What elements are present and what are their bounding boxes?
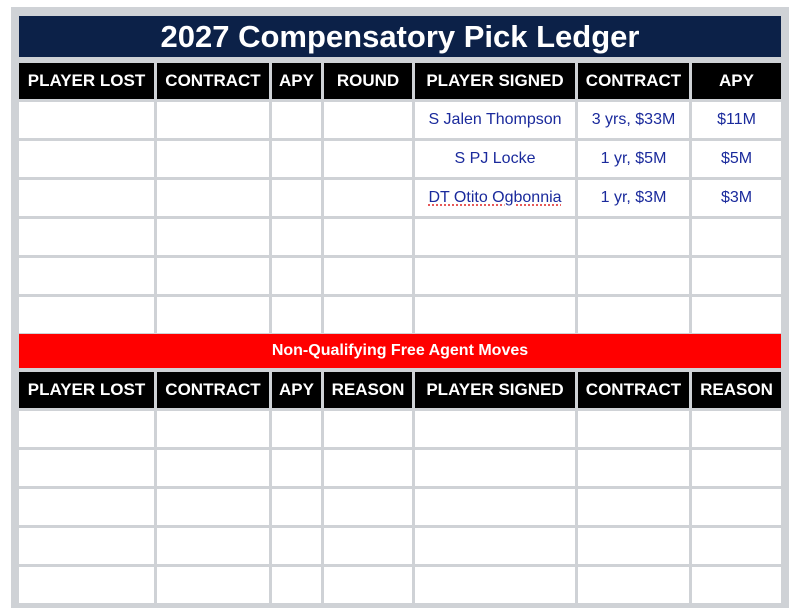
table-cell[interactable]: [19, 102, 154, 138]
table-cell[interactable]: [19, 450, 154, 486]
table-cell[interactable]: [157, 528, 269, 564]
table-cell[interactable]: [272, 258, 321, 294]
non-qualifying-table: PLAYER LOST CONTRACT APY REASON PLAYER S…: [19, 372, 781, 603]
page-title: 2027 Compensatory Pick Ledger: [19, 16, 781, 57]
table-cell[interactable]: [19, 258, 154, 294]
col-header-player-lost: PLAYER LOST: [19, 63, 154, 99]
table-cell[interactable]: [272, 450, 321, 486]
col-header-player-signed: PLAYER SIGNED: [415, 372, 575, 408]
table-cell[interactable]: [19, 219, 154, 255]
table-cell[interactable]: [157, 180, 269, 216]
table-cell[interactable]: [415, 411, 575, 447]
contract-cell[interactable]: 3 yrs, $33M: [578, 102, 689, 138]
table-cell[interactable]: [324, 219, 412, 255]
table-cell[interactable]: [324, 180, 412, 216]
col-header-player-lost: PLAYER LOST: [19, 372, 154, 408]
col-header-apy: APY: [272, 63, 321, 99]
col-header-reason: REASON: [324, 372, 412, 408]
table-cell[interactable]: [272, 102, 321, 138]
table-cell[interactable]: [578, 411, 689, 447]
contract-cell[interactable]: 1 yr, $5M: [578, 141, 689, 177]
col-header-contract: CONTRACT: [157, 63, 269, 99]
table-cell[interactable]: [578, 450, 689, 486]
contract-cell[interactable]: 1 yr, $3M: [578, 180, 689, 216]
table-cell[interactable]: [19, 180, 154, 216]
table-cell[interactable]: [415, 567, 575, 603]
col-header-contract-signed: CONTRACT: [578, 372, 689, 408]
col-header-reason-signed: REASON: [692, 372, 781, 408]
table-cell[interactable]: [324, 528, 412, 564]
player-signed-cell[interactable]: S PJ Locke: [415, 141, 575, 177]
table-cell[interactable]: [19, 141, 154, 177]
table-cell[interactable]: [415, 528, 575, 564]
table-cell[interactable]: [692, 258, 781, 294]
table-cell[interactable]: [324, 411, 412, 447]
table-cell[interactable]: [692, 219, 781, 255]
spellcheck-text: DT Otito Ogbonnia: [428, 189, 562, 206]
table-cell[interactable]: [692, 450, 781, 486]
apy-cell[interactable]: $5M: [692, 141, 781, 177]
table-cell[interactable]: [324, 489, 412, 525]
table-cell[interactable]: [578, 219, 689, 255]
table-cell[interactable]: [272, 297, 321, 333]
table-cell[interactable]: [415, 489, 575, 525]
table-cell[interactable]: [19, 411, 154, 447]
apy-cell[interactable]: $3M: [692, 180, 781, 216]
table-cell[interactable]: [578, 258, 689, 294]
ledger-frame: 2027 Compensatory Pick Ledger PLAYER LOS…: [11, 7, 789, 608]
table-cell[interactable]: [19, 489, 154, 525]
apy-cell[interactable]: $11M: [692, 102, 781, 138]
table-cell[interactable]: [272, 567, 321, 603]
col-header-contract: CONTRACT: [157, 372, 269, 408]
table-cell[interactable]: [19, 297, 154, 333]
table-cell[interactable]: [692, 297, 781, 333]
table-cell[interactable]: [157, 102, 269, 138]
table-cell[interactable]: [157, 297, 269, 333]
table-cell[interactable]: [415, 219, 575, 255]
table-cell[interactable]: [578, 489, 689, 525]
table-cell[interactable]: [324, 450, 412, 486]
qualifying-table: PLAYER LOST CONTRACT APY ROUND PLAYER SI…: [19, 63, 781, 333]
table-cell[interactable]: [272, 489, 321, 525]
player-signed-cell[interactable]: S Jalen Thompson: [415, 102, 575, 138]
table-cell[interactable]: [19, 528, 154, 564]
col-header-apy-signed: APY: [692, 63, 781, 99]
table-cell[interactable]: [324, 567, 412, 603]
table-cell[interactable]: [578, 528, 689, 564]
table-cell[interactable]: [415, 450, 575, 486]
table-cell[interactable]: [324, 102, 412, 138]
table-cell[interactable]: [272, 219, 321, 255]
table-cell[interactable]: [324, 297, 412, 333]
table-cell[interactable]: [272, 528, 321, 564]
table-cell[interactable]: [272, 141, 321, 177]
col-header-round: ROUND: [324, 63, 412, 99]
table-cell[interactable]: [157, 219, 269, 255]
table-cell[interactable]: [324, 258, 412, 294]
table-cell[interactable]: [157, 411, 269, 447]
table-cell[interactable]: [324, 141, 412, 177]
col-header-apy: APY: [272, 372, 321, 408]
table-cell[interactable]: [578, 567, 689, 603]
non-qualifying-banner: Non-Qualifying Free Agent Moves: [19, 334, 781, 368]
table-cell[interactable]: [19, 567, 154, 603]
table-cell[interactable]: [692, 567, 781, 603]
table-cell[interactable]: [157, 567, 269, 603]
table-cell[interactable]: [157, 141, 269, 177]
player-signed-cell[interactable]: DT Otito Ogbonnia: [415, 180, 575, 216]
table-cell[interactable]: [157, 450, 269, 486]
table-cell[interactable]: [272, 180, 321, 216]
table-cell[interactable]: [415, 258, 575, 294]
table-cell[interactable]: [157, 258, 269, 294]
table-cell[interactable]: [692, 489, 781, 525]
table-cell[interactable]: [272, 411, 321, 447]
table-cell[interactable]: [157, 489, 269, 525]
col-header-player-signed: PLAYER SIGNED: [415, 63, 575, 99]
table-cell[interactable]: [578, 297, 689, 333]
table-cell[interactable]: [415, 297, 575, 333]
col-header-contract-signed: CONTRACT: [578, 63, 689, 99]
table-cell[interactable]: [692, 528, 781, 564]
table-cell[interactable]: [692, 411, 781, 447]
